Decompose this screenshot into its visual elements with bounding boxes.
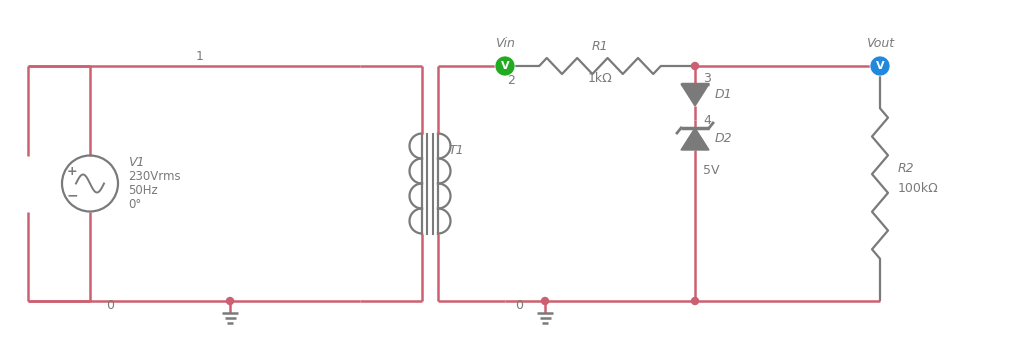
- Circle shape: [226, 298, 233, 304]
- Text: R2: R2: [898, 162, 914, 174]
- Text: R1: R1: [592, 40, 608, 53]
- Text: +: +: [67, 165, 78, 178]
- Text: 0°: 0°: [128, 198, 141, 210]
- Text: Vout: Vout: [866, 37, 894, 50]
- Text: 0: 0: [106, 299, 114, 312]
- Text: 100kΩ: 100kΩ: [898, 182, 939, 194]
- Circle shape: [691, 298, 698, 304]
- Polygon shape: [681, 128, 709, 150]
- Circle shape: [691, 63, 698, 69]
- Text: V1: V1: [128, 156, 144, 168]
- Text: T1: T1: [449, 143, 464, 157]
- Text: Vin: Vin: [495, 37, 515, 50]
- Text: 1: 1: [196, 50, 204, 63]
- Text: 2: 2: [507, 74, 515, 87]
- Circle shape: [495, 56, 515, 76]
- Text: 5V: 5V: [703, 164, 720, 177]
- Text: −: −: [67, 188, 78, 203]
- Circle shape: [870, 56, 890, 76]
- Text: 4: 4: [703, 114, 711, 126]
- Text: D2: D2: [715, 132, 732, 146]
- Polygon shape: [681, 84, 709, 106]
- Text: V: V: [501, 61, 509, 71]
- Text: 3: 3: [703, 72, 711, 85]
- Text: 50Hz: 50Hz: [128, 183, 158, 197]
- Text: 0: 0: [515, 299, 523, 312]
- Circle shape: [542, 298, 549, 304]
- Text: D1: D1: [715, 89, 732, 101]
- Text: 1kΩ: 1kΩ: [588, 72, 612, 85]
- Text: V: V: [876, 61, 885, 71]
- Text: 230Vrms: 230Vrms: [128, 169, 180, 183]
